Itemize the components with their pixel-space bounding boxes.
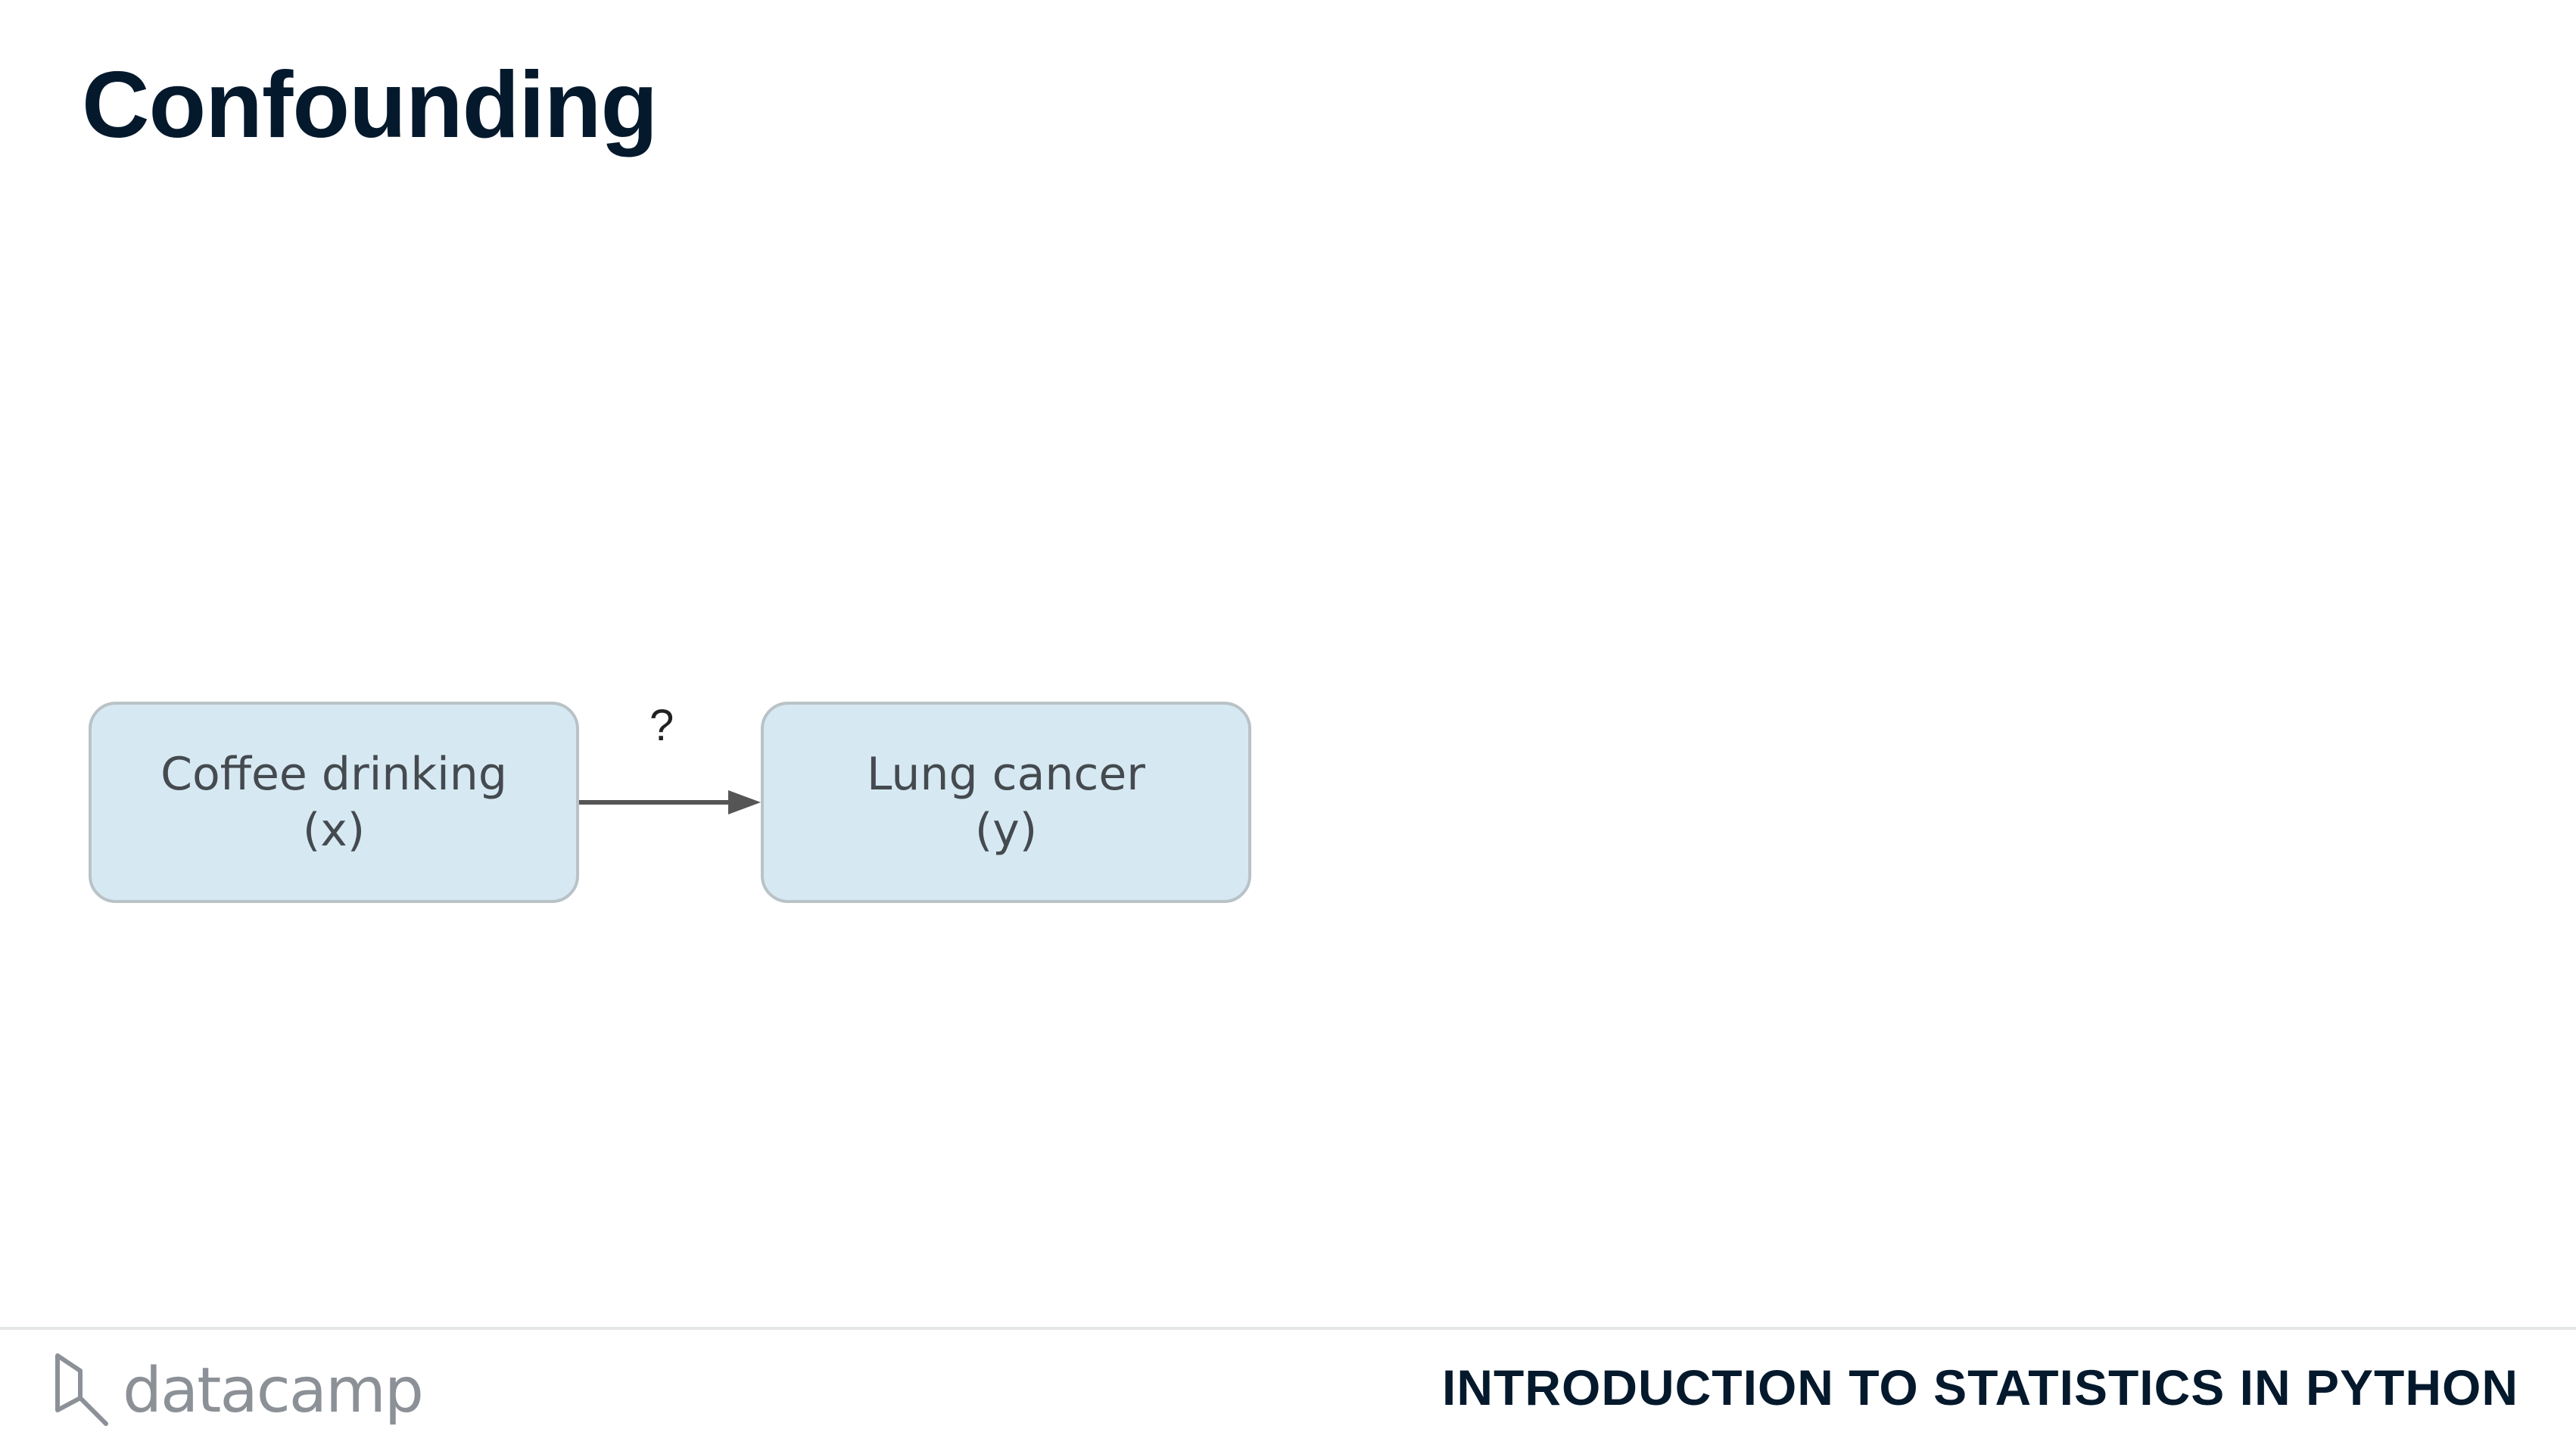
slide-title: Confounding	[82, 53, 658, 157]
arrow-head-icon	[728, 790, 761, 814]
datacamp-logo: datacamp	[53, 1349, 424, 1432]
node-variable: (y)	[974, 804, 1038, 857]
logo-text: datacamp	[123, 1354, 424, 1427]
node-label: Coffee drinking	[160, 748, 507, 801]
footer-divider	[0, 1327, 2576, 1330]
edge-label: ?	[649, 701, 674, 750]
node-lung-cancer: Lung cancer (y)	[761, 702, 1251, 903]
node-label: Lung cancer	[867, 748, 1145, 801]
datacamp-mark-icon	[55, 1353, 108, 1426]
node-variable: (x)	[302, 804, 366, 857]
node-coffee-drinking: Coffee drinking (x)	[89, 702, 579, 903]
course-title: INTRODUCTION TO STATISTICS IN PYTHON	[1442, 1359, 2518, 1415]
